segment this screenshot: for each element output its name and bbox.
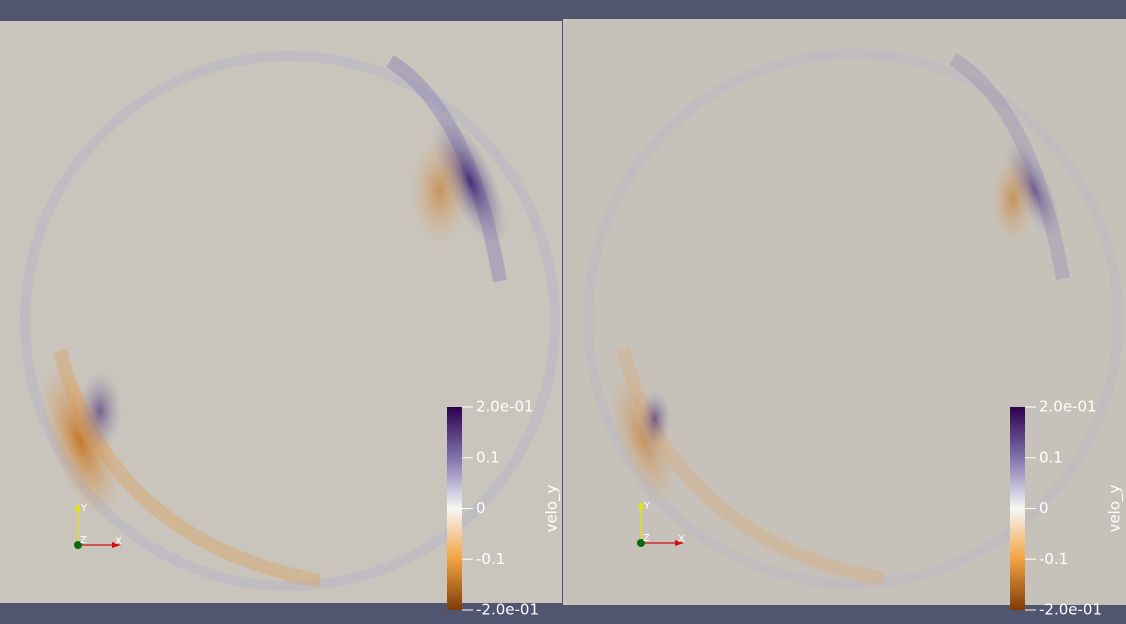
feature [639,389,671,449]
colorbar-tick-label: -2.0e-01 [476,601,539,619]
colorbar-title: velo_y [1106,484,1125,532]
colorbar-tick-label: 0.1 [1039,448,1063,466]
feature [40,365,120,517]
colorbar [1010,407,1025,610]
axis-label: X [115,536,122,547]
colorbar-tick-label: 2.0e-01 [1039,398,1097,416]
colorbar-tick-label: -0.1 [1039,550,1068,568]
feature [991,154,1035,244]
colorbar-title: velo_y [543,484,562,532]
colorbar-tick-label: -0.1 [476,550,505,568]
render-view[interactable]: 2.0e-01 0.1 0 -0.1 -2.0e-01 velo_y Y X Z [563,19,1126,619]
colorbar-tick-label: 0 [1039,499,1049,517]
colorbar-tick-label: 0.1 [476,448,500,466]
colorbar [447,407,462,610]
axis-x-head [675,540,684,546]
colorbar-tick-label: 2.0e-01 [476,398,534,416]
colorbar-tick-label: -2.0e-01 [1039,601,1102,619]
feature [410,136,470,246]
axis-z [74,541,82,549]
axis-z [637,539,645,547]
axis-y-head [75,503,81,511]
viewport [563,19,1126,605]
axis-label: Y [80,503,88,514]
colorbar-tick-label: 0 [476,499,486,517]
axis-label: Z [643,533,650,544]
ring [583,49,1123,589]
axis-x-head [112,542,121,548]
feature [609,372,677,506]
axis-label: Z [80,535,87,546]
feature [78,371,122,451]
ring [20,51,560,591]
axis-label: X [678,534,685,545]
axis-label: Y [643,501,651,512]
axis-y-head [638,501,644,509]
render-view[interactable]: 2.0e-01 0.1 0 -0.1 -2.0e-01 velo_y Y X Z [0,21,562,619]
